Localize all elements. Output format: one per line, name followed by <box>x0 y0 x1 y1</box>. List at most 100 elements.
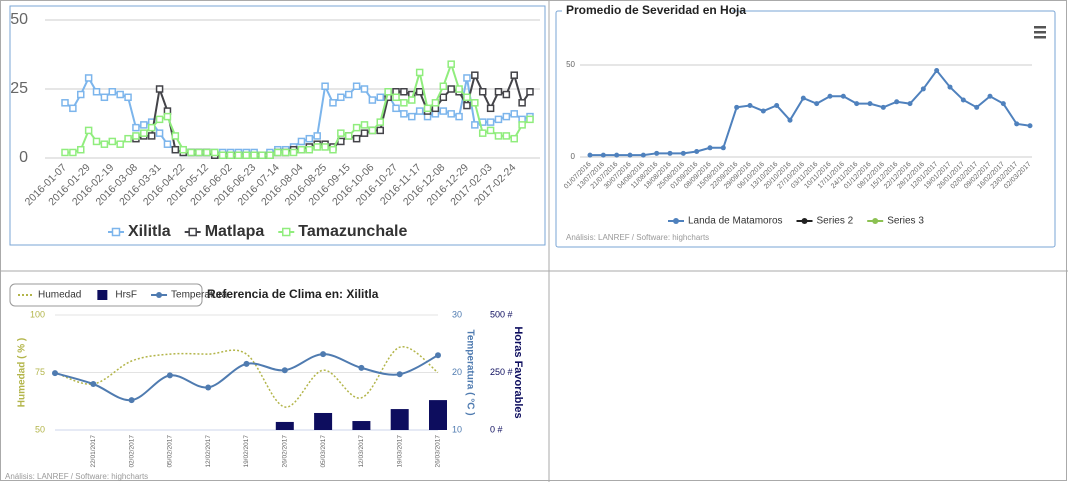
point <box>147 123 156 132</box>
y-tick-label: 0 <box>571 152 576 161</box>
point <box>400 110 408 118</box>
point <box>69 104 77 113</box>
point <box>329 99 337 107</box>
point <box>77 90 85 99</box>
x-tick-label: 12/03/2017 <box>358 435 365 468</box>
point <box>305 134 314 143</box>
point <box>274 148 282 157</box>
x-tick-label: 26/03/2017 <box>435 435 442 468</box>
point <box>329 145 337 154</box>
point <box>313 132 321 140</box>
point <box>108 137 117 146</box>
point <box>140 129 148 137</box>
point <box>52 370 58 377</box>
point <box>368 126 377 135</box>
legend-symbol <box>673 218 679 224</box>
point <box>502 132 511 140</box>
point <box>471 99 479 107</box>
point <box>305 145 314 154</box>
y-tick-label: 500 # <box>490 309 513 319</box>
point <box>760 108 766 114</box>
chart-title: Promedio de Severidad en Hoja <box>566 3 746 17</box>
point <box>1027 123 1033 129</box>
y-tick-label: 100 <box>30 309 45 319</box>
chart-border <box>555 10 1056 248</box>
point <box>92 137 101 146</box>
bar <box>352 421 371 430</box>
y-tick-label: 50 <box>35 424 45 434</box>
point <box>478 88 487 96</box>
point <box>116 140 124 148</box>
legend-label: Matlapa <box>205 223 265 240</box>
point <box>502 90 511 99</box>
point <box>408 96 416 104</box>
point <box>132 132 140 140</box>
point <box>974 104 980 110</box>
point <box>814 101 820 107</box>
point <box>344 132 353 140</box>
point <box>321 82 329 90</box>
legend-label: Tamazunchale <box>298 223 407 240</box>
point <box>486 104 495 113</box>
legend-symbol <box>801 218 808 224</box>
point <box>774 102 780 108</box>
point <box>920 86 926 92</box>
point <box>92 88 101 96</box>
legend-label: Landa de Matamoros <box>688 216 783 227</box>
point <box>747 102 753 108</box>
bar <box>429 400 447 430</box>
legend-symbol <box>282 227 291 237</box>
point <box>526 115 534 124</box>
point <box>667 150 673 156</box>
point <box>124 134 132 143</box>
point <box>352 134 361 143</box>
point <box>218 151 227 159</box>
point <box>108 88 117 96</box>
point <box>510 110 518 118</box>
point <box>258 151 266 159</box>
point <box>344 90 353 99</box>
point <box>518 99 526 107</box>
menu-button[interactable] <box>1034 26 1046 39</box>
point <box>439 93 448 102</box>
point <box>720 145 726 151</box>
point <box>358 364 365 371</box>
bar <box>390 409 409 430</box>
point <box>415 107 424 115</box>
point <box>396 371 403 378</box>
point <box>439 107 448 115</box>
point <box>415 68 424 77</box>
x-tick-label: 26/02/2017 <box>282 435 289 468</box>
legend-label: Series 3 <box>887 216 924 227</box>
point <box>243 360 250 367</box>
point <box>234 151 243 159</box>
point <box>787 117 793 123</box>
legend-symbol <box>97 290 108 300</box>
point <box>471 121 479 129</box>
point <box>155 85 164 93</box>
point <box>155 115 164 124</box>
point <box>266 151 274 159</box>
point <box>654 150 660 156</box>
point <box>376 118 385 126</box>
point <box>289 148 298 157</box>
point <box>171 132 180 140</box>
x-tick-label: 22/01/2017 <box>90 435 97 468</box>
point <box>77 145 85 154</box>
point <box>400 99 408 107</box>
x-tick-label: 05/03/2017 <box>320 435 327 468</box>
point <box>447 110 455 118</box>
y-tick-label: 10 <box>452 424 462 434</box>
chart-border <box>9 5 546 246</box>
point <box>800 95 806 101</box>
point <box>100 140 109 148</box>
point <box>297 145 306 154</box>
point <box>435 352 441 359</box>
point <box>494 88 503 96</box>
point <box>447 85 455 93</box>
point <box>210 148 219 157</box>
point <box>486 118 495 126</box>
legend-label: HrsF <box>115 290 137 301</box>
